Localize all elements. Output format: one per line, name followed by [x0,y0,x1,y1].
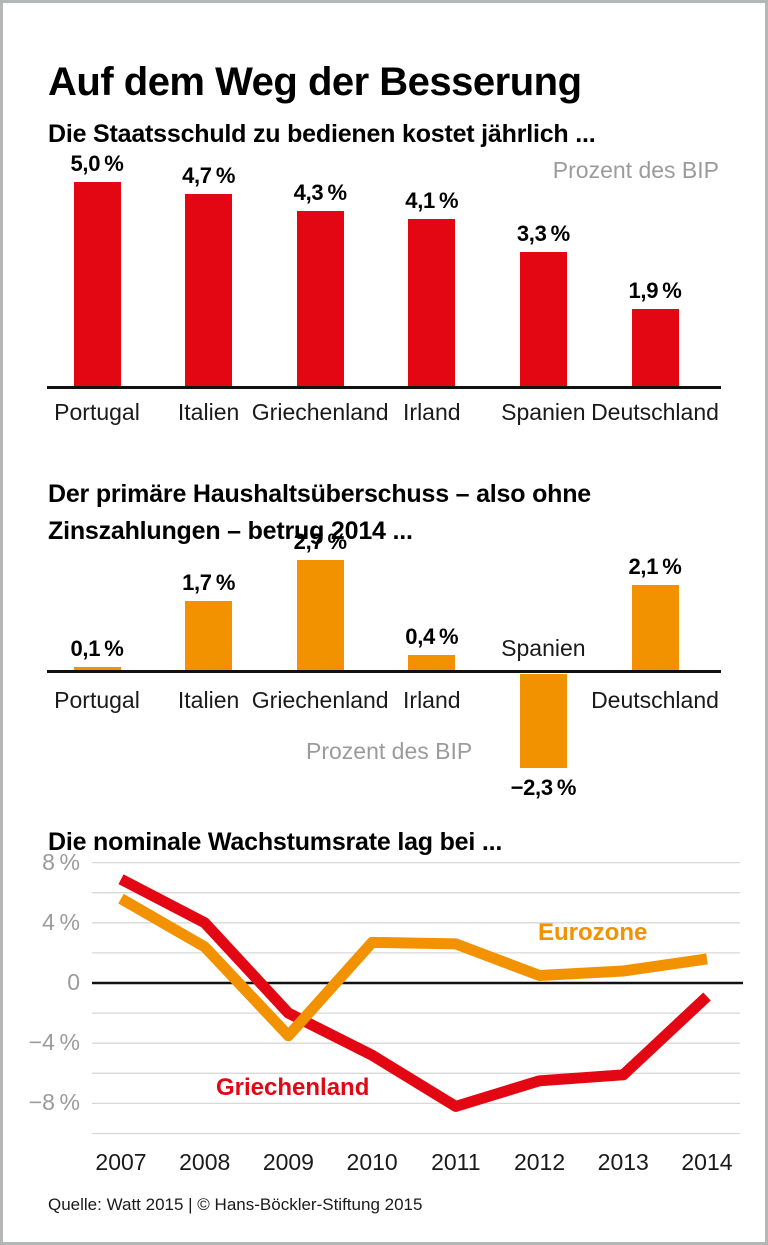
bar-value-label: 0,1 % [70,635,124,661]
x-axis-year-label: 2011 [431,1149,481,1175]
bar-category-label: Spanien [501,635,586,661]
bar-value-label: 2,1 % [628,553,682,579]
x-axis-year-label: 2010 [346,1149,398,1175]
chart2-title: Der primäre Haushaltsüberschuss – also o… [48,476,591,550]
bar-value-label: 1,9 % [628,278,682,304]
bar-deutschland [631,584,679,671]
growth-line-chart-svg [92,861,743,1135]
line-eurozone [118,893,708,1042]
chart3-title: Die nominale Wachstumsrate lag bei ... [48,827,503,856]
chart2-unit-label: Prozent des BIP [306,738,473,764]
bar-italien [185,601,233,671]
bar-category-label: Portugal [54,687,140,713]
bar-value-label: 5,0 % [70,151,124,176]
bar-category-label: Irland [403,399,461,425]
bar-value-label: 4,7 % [182,163,236,189]
bar-value-label: 0,4 % [405,623,459,649]
bar-value-label: −2,3 % [510,775,577,801]
bar-category-label: Griechenland [251,687,389,713]
bar-value-label: 2,7 % [293,529,347,555]
bar-irland [408,654,456,671]
bar-deutschland [631,309,679,387]
page-title: Auf dem Weg der Besserung [48,59,582,104]
x-axis-year-label: 2008 [179,1149,231,1175]
bar-category-label: Griechenland [251,399,389,425]
x-axis-year-label: 2013 [597,1149,649,1175]
bar-italien [185,194,233,387]
bar-griechenland [296,210,344,387]
chart1-unit-label: Prozent des BIP [552,157,719,183]
chart2-title-line2: Zinszahlungen – betrug 2014 ... [48,516,413,545]
x-axis-year-label: 2009 [262,1149,314,1175]
bar-irland [408,218,456,387]
bar-category-label: Portugal [54,399,140,425]
source-line: Quelle: Watt 2015 | © Hans-Böckler-Stift… [48,1195,423,1214]
bar-value-label: 3,3 % [516,220,570,246]
bar-spanien [519,674,567,769]
bar-spanien [519,251,567,387]
line-griechenland [118,874,711,1112]
series-label-eurozone: Eurozone [538,919,648,946]
bar-portugal [73,182,121,387]
bar-portugal [73,666,121,671]
y-axis-tick-label: 8 % [42,848,80,875]
bar-griechenland [296,560,344,671]
chart1-axis-line [47,386,721,389]
x-axis-year-label: 2007 [95,1149,147,1175]
bar-value-label: 1,7 % [182,570,236,596]
chart2-title-line1: Der primäre Haushaltsüberschuss – also o… [48,479,591,508]
bar-category-label: Deutschland [591,399,719,425]
bar-category-label: Irland [403,687,461,713]
y-axis-tick-label: 4 % [42,908,80,935]
bar-category-label: Spanien [501,399,586,425]
bar-value-label: 4,1 % [405,187,459,213]
x-axis-year-label: 2014 [681,1149,733,1175]
y-axis-tick-label: −4 % [28,1029,80,1056]
series-label-griechenland: Griechenland [216,1074,370,1101]
chart2-axis-line [47,670,721,673]
bar-category-label: Deutschland [591,687,719,713]
y-axis-tick-label: −8 % [28,1089,80,1116]
bar-value-label: 4,3 % [293,179,347,205]
x-axis-year-label: 2012 [513,1149,566,1175]
y-axis-tick-label: 0 [67,969,80,995]
bar-category-label: Italien [177,687,240,713]
chart1-title: Die Staatsschuld zu bedienen kostet jähr… [48,119,596,148]
bar-category-label: Italien [177,399,240,425]
